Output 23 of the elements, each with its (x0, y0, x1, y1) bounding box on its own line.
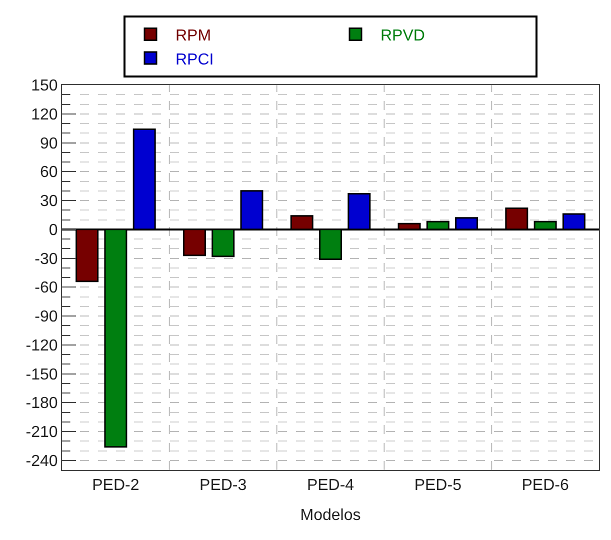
legend-label: RPVD (380, 27, 425, 44)
y-tick-label: -30 (34, 250, 58, 268)
x-axis-title: Modelos (300, 506, 361, 524)
y-tick-label: 120 (31, 106, 58, 124)
y-tick-label: -60 (34, 280, 58, 297)
x-tick-label: PED-3 (200, 477, 247, 494)
x-tick-label: PED-6 (522, 477, 569, 494)
y-tick-label: 90 (40, 135, 58, 152)
y-tick-label: 0 (48, 222, 58, 239)
y-tick-label: -90 (34, 308, 58, 326)
x-tick-label: PED-2 (92, 477, 140, 494)
y-tick-label: -210 (26, 424, 58, 442)
x-tick-label: PED-5 (414, 477, 462, 494)
y-tick-label: -180 (26, 395, 58, 412)
y-tick-label: -120 (26, 337, 58, 354)
y-tick-label: -150 (26, 366, 58, 384)
y-tick-label: -240 (26, 452, 58, 470)
y-tick-label: 30 (40, 193, 58, 210)
legend-label: RPM (176, 27, 212, 44)
x-tick-label: PED-4 (306, 477, 354, 494)
legend-label: RPCI (176, 51, 214, 68)
y-tick-label: 150 (31, 78, 58, 95)
y-tick-label: 60 (40, 164, 58, 182)
